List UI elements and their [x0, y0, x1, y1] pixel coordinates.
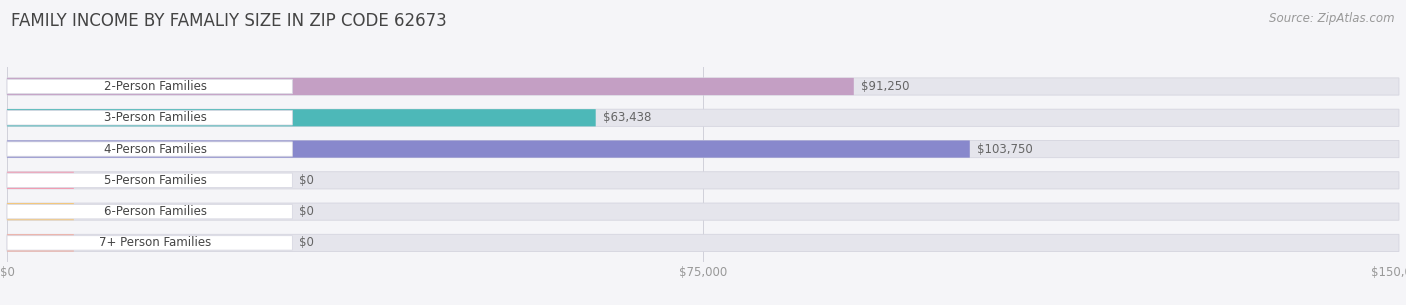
FancyBboxPatch shape [7, 79, 292, 94]
FancyBboxPatch shape [7, 203, 1399, 220]
Text: 6-Person Families: 6-Person Families [104, 205, 207, 218]
Text: $63,438: $63,438 [603, 111, 651, 124]
FancyBboxPatch shape [7, 78, 1399, 95]
FancyBboxPatch shape [7, 204, 292, 219]
Text: $103,750: $103,750 [977, 142, 1032, 156]
FancyBboxPatch shape [7, 236, 292, 250]
FancyBboxPatch shape [7, 109, 1399, 126]
FancyBboxPatch shape [7, 78, 853, 95]
FancyBboxPatch shape [7, 110, 292, 125]
FancyBboxPatch shape [7, 234, 75, 252]
Text: $91,250: $91,250 [860, 80, 910, 93]
FancyBboxPatch shape [7, 234, 1399, 252]
Text: 2-Person Families: 2-Person Families [104, 80, 207, 93]
FancyBboxPatch shape [7, 172, 75, 189]
FancyBboxPatch shape [7, 141, 1399, 158]
Text: $0: $0 [299, 236, 314, 249]
Text: $0: $0 [299, 205, 314, 218]
FancyBboxPatch shape [7, 141, 970, 158]
Text: 4-Person Families: 4-Person Families [104, 142, 207, 156]
FancyBboxPatch shape [7, 109, 596, 126]
Text: $0: $0 [299, 174, 314, 187]
Text: FAMILY INCOME BY FAMALIY SIZE IN ZIP CODE 62673: FAMILY INCOME BY FAMALIY SIZE IN ZIP COD… [11, 12, 447, 30]
FancyBboxPatch shape [7, 203, 75, 220]
Text: 3-Person Families: 3-Person Families [104, 111, 207, 124]
Text: Source: ZipAtlas.com: Source: ZipAtlas.com [1270, 12, 1395, 25]
Text: 5-Person Families: 5-Person Families [104, 174, 207, 187]
FancyBboxPatch shape [7, 173, 292, 188]
FancyBboxPatch shape [7, 172, 1399, 189]
Text: 7+ Person Families: 7+ Person Families [100, 236, 211, 249]
FancyBboxPatch shape [7, 142, 292, 156]
